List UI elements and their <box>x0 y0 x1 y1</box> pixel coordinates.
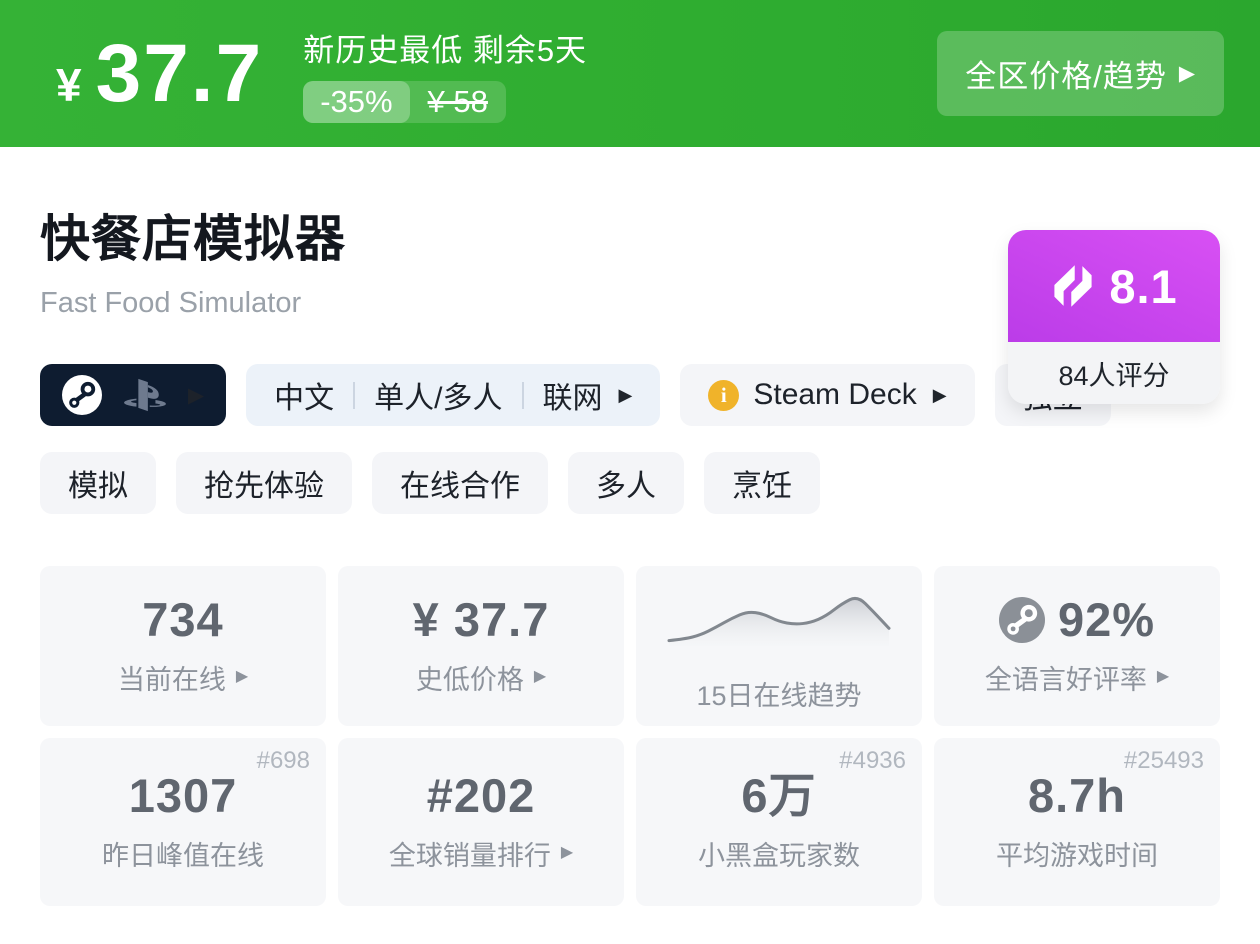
tag-cooking[interactable]: 烹饪 <box>704 452 820 514</box>
stat-rank: #4936 <box>839 747 906 774</box>
chevron-right-icon: ▶ <box>1178 62 1196 85</box>
stat-value: 8.7h <box>1027 769 1127 823</box>
feature-players: 单人/多人 <box>374 382 503 415</box>
rating-score: 8.1 <box>1109 259 1178 313</box>
tag-label: 在线合作 <box>400 470 520 503</box>
rating-count: 84人评分 <box>1008 342 1220 404</box>
tag-label: 抢先体验 <box>204 470 324 503</box>
playstation-icon <box>124 378 166 412</box>
stat-rank: #698 <box>256 747 310 774</box>
stat-lowest-price[interactable]: ¥ 37.7 史低价格 ▶ <box>338 566 624 726</box>
all-region-price-trend-button[interactable]: 全区价格/趋势 ▶ <box>937 31 1224 116</box>
chevron-right-icon: ▶ <box>932 385 947 405</box>
discount-badges: -35% ¥ 58 <box>303 80 506 123</box>
current-price: ¥ 37.7 <box>56 27 264 119</box>
tag-simulation[interactable]: 模拟 <box>40 452 156 514</box>
stat-yesterday-peak: #698 1307 昨日峰值在线 <box>40 738 326 906</box>
rating-score-panel: 8.1 <box>1008 230 1220 342</box>
info-glyph: i <box>720 382 727 407</box>
page-title: 快餐店模拟器 <box>40 211 346 267</box>
features-pill[interactable]: 中文 单人/多人 联网 ▶ <box>246 364 661 426</box>
stat-online-trend: 15日在线趋势 <box>636 566 922 726</box>
stat-value: 1307 <box>128 769 238 823</box>
tag-online-coop[interactable]: 在线合作 <box>372 452 548 514</box>
info-icon: i <box>708 379 740 411</box>
stats-grid: 734 当前在线 ▶ ¥ 37.7 史低价格 ▶ <box>40 566 1220 906</box>
tag-label: 模拟 <box>68 470 128 503</box>
stat-rank: #25493 <box>1123 747 1204 774</box>
chevron-right-icon: ▶ <box>533 668 547 686</box>
genre-tag-row: 模拟 抢先体验 在线合作 多人 烹饪 <box>40 452 1220 514</box>
steam-icon <box>998 597 1045 643</box>
promo-block: 新历史最低 剩余5天 -35% ¥ 58 <box>303 25 587 123</box>
promo-text: 新历史最低 剩余5天 <box>303 32 588 68</box>
discount-badge: -35% <box>303 80 410 123</box>
stat-heybox-players: #4936 6万 小黑盒玩家数 <box>636 738 922 906</box>
stat-global-sales-rank[interactable]: #202 全球销量排行 ▶ <box>338 738 624 906</box>
platform-tag-row: ▶ 中文 单人/多人 联网 ▶ i Steam Deck ▶ 独立 <box>40 364 1220 426</box>
stat-current-online[interactable]: 734 当前在线 ▶ <box>40 566 326 726</box>
rating-card[interactable]: 8.1 84人评分 <box>1008 230 1220 404</box>
tag-early-access[interactable]: 抢先体验 <box>176 452 352 514</box>
tag-label: 多人 <box>596 470 656 503</box>
chevron-right-icon: ▶ <box>188 383 205 407</box>
stat-label: 平均游戏时间 <box>996 840 1158 871</box>
stat-value: 92% <box>1057 593 1156 647</box>
steam-deck-label: Steam Deck <box>753 378 917 411</box>
chevron-right-icon: ▶ <box>1156 668 1170 686</box>
currency-symbol: ¥ <box>56 58 82 111</box>
stat-value: 734 <box>142 593 224 647</box>
heybox-logo-icon <box>1054 265 1092 307</box>
stat-label: 当前在线 <box>117 664 226 695</box>
tag-label: 烹饪 <box>732 470 792 503</box>
content-area: 快餐店模拟器 Fast Food Simulator 8.1 84人评分 <box>0 199 1260 906</box>
price-value: 37.7 <box>95 27 264 119</box>
steam-icon <box>62 375 102 415</box>
price-banner: ¥ 37.7 新历史最低 剩余5天 -35% ¥ 58 全区价格/趋势 ▶ <box>0 0 1260 147</box>
feature-online: 联网 <box>542 382 603 415</box>
stat-label: 昨日峰值在线 <box>102 840 264 871</box>
stat-positive-rate[interactable]: 92% 全语言好评率 ▶ <box>934 566 1220 726</box>
stat-value: #202 <box>426 769 536 823</box>
original-price: ¥ 58 <box>427 83 488 119</box>
page-subtitle: Fast Food Simulator <box>40 287 302 319</box>
stat-label: 全球销量排行 <box>388 840 551 871</box>
chevron-right-icon: ▶ <box>618 385 633 405</box>
stat-label: 全语言好评率 <box>984 664 1147 695</box>
stat-label: 史低价格 <box>415 664 524 695</box>
trend-button-label: 全区价格/趋势 <box>965 59 1167 94</box>
divider <box>521 381 524 409</box>
stat-value: 6万 <box>741 769 817 823</box>
steam-deck-pill[interactable]: i Steam Deck ▶ <box>680 364 975 426</box>
platforms-pill[interactable]: ▶ <box>40 364 227 426</box>
feature-language: 中文 <box>274 382 335 415</box>
stat-label: 小黑盒玩家数 <box>698 840 860 871</box>
online-trend-sparkline <box>663 580 895 659</box>
divider <box>353 381 356 409</box>
chevron-right-icon: ▶ <box>560 844 574 862</box>
stat-avg-playtime: #25493 8.7h 平均游戏时间 <box>934 738 1220 906</box>
game-detail-page: ¥ 37.7 新历史最低 剩余5天 -35% ¥ 58 全区价格/趋势 ▶ 快餐… <box>0 0 1260 906</box>
stat-value: ¥ 37.7 <box>412 593 550 647</box>
chevron-right-icon: ▶ <box>235 668 249 686</box>
stat-label: 15日在线趋势 <box>696 680 862 711</box>
tag-multiplayer[interactable]: 多人 <box>568 452 684 514</box>
